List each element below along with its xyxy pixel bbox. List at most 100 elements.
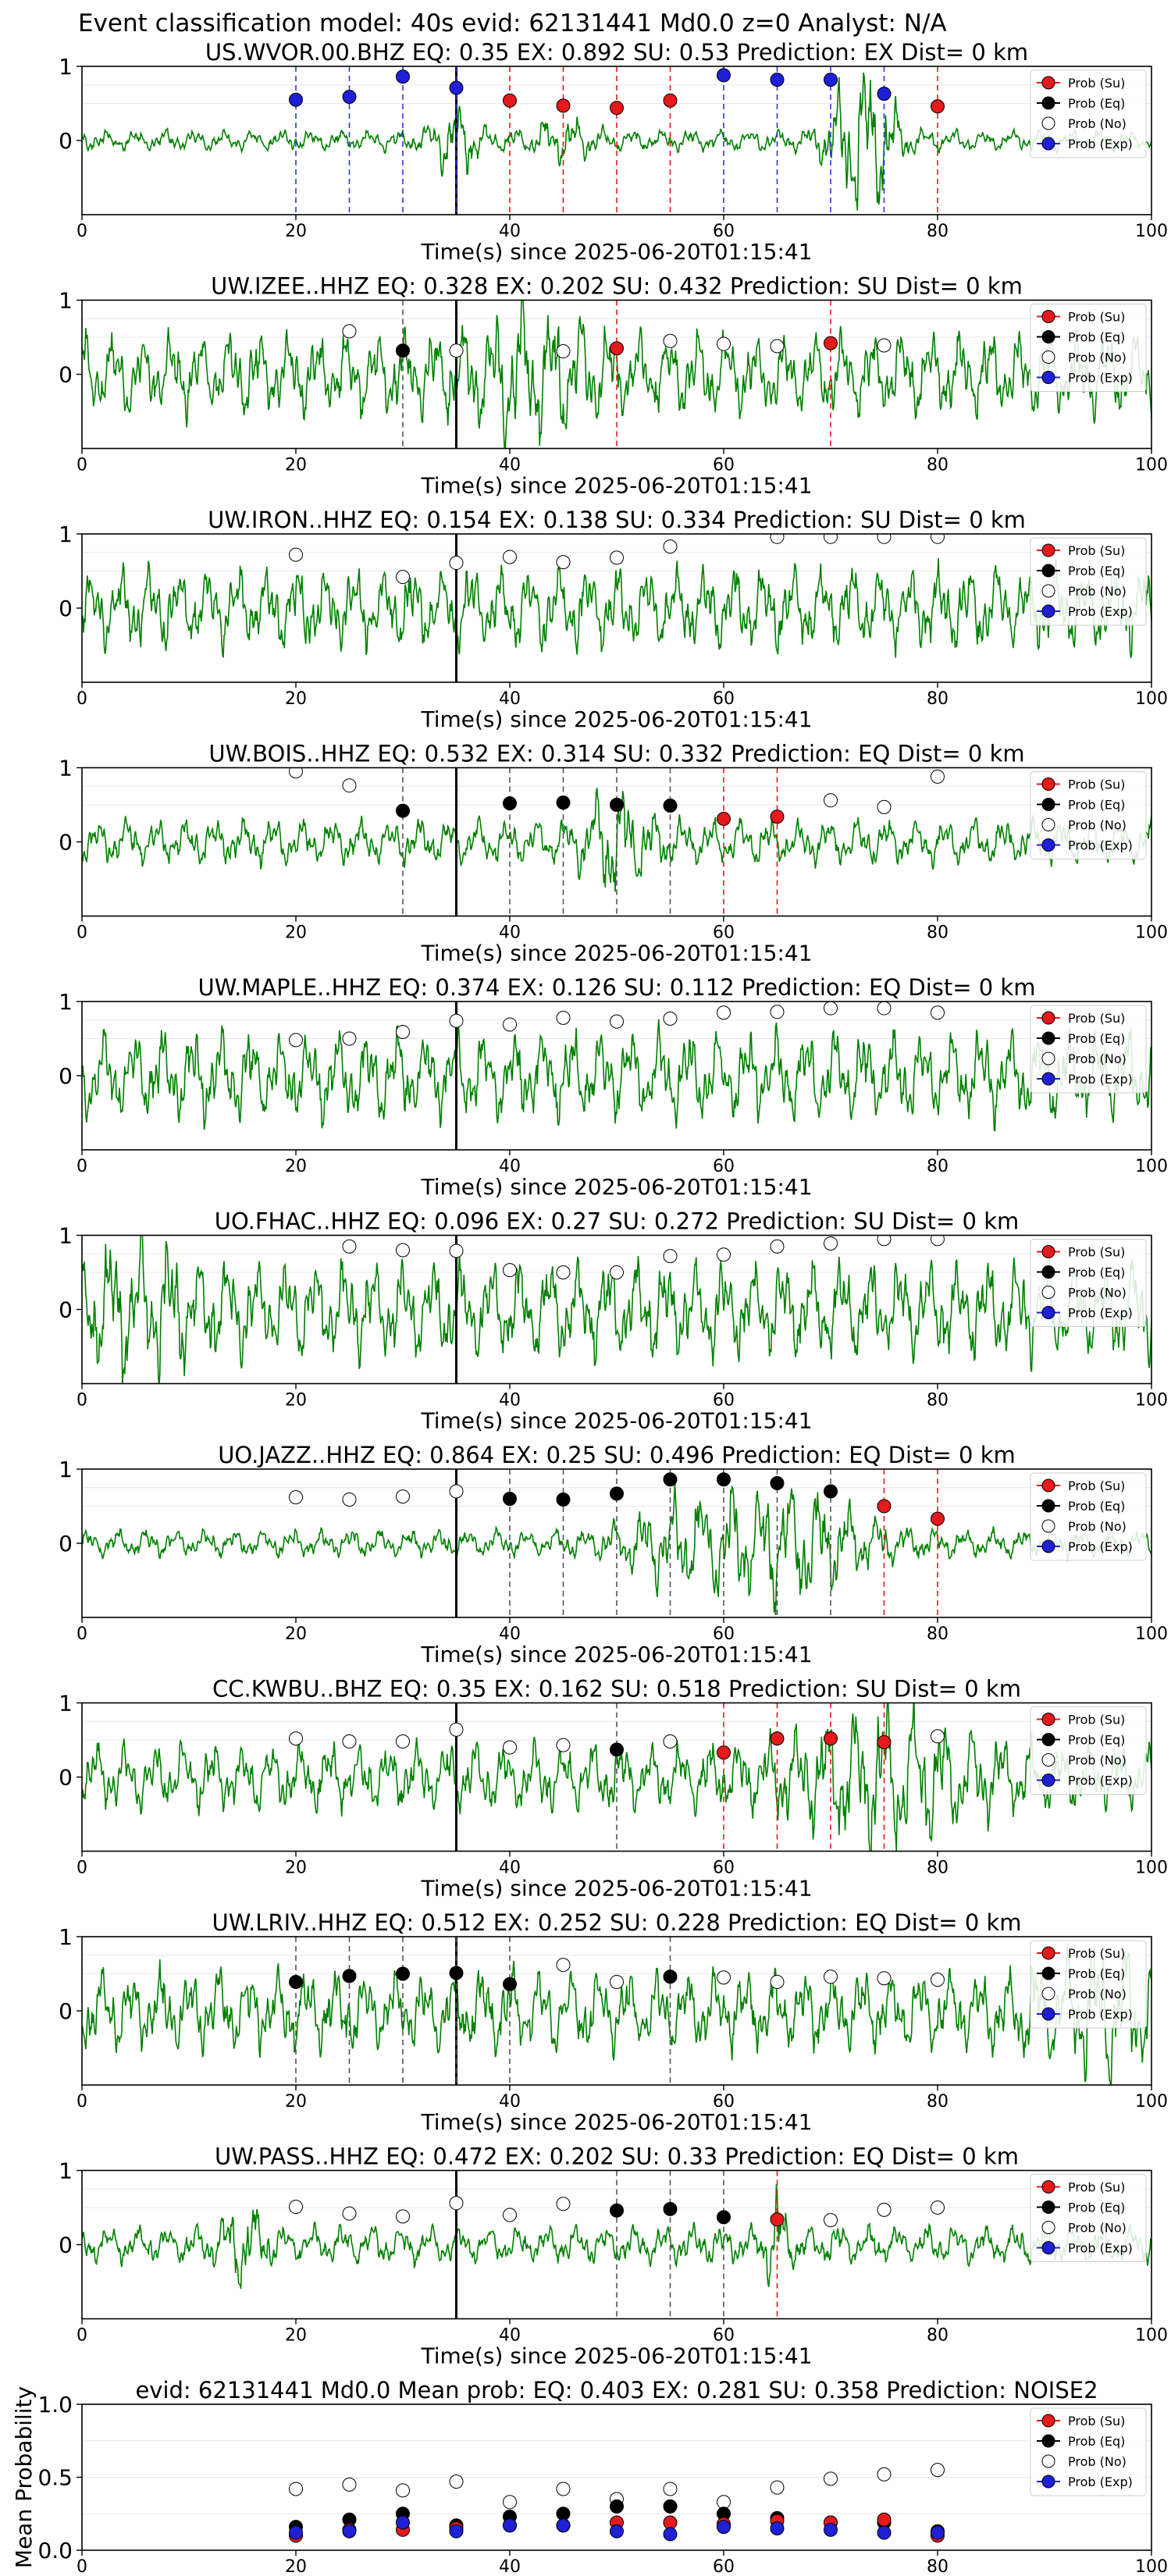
prob-point — [824, 336, 838, 350]
prob-point — [556, 795, 571, 810]
plot-area — [82, 300, 1151, 449]
y-tick-label: 0 — [59, 830, 73, 856]
waveform-trace — [82, 1019, 1151, 1132]
prob-point — [610, 101, 624, 116]
prob-point — [503, 93, 517, 108]
x-tick-label: 100 — [1135, 689, 1168, 709]
x-tick-label: 80 — [927, 2092, 949, 2112]
prob-point — [503, 550, 517, 564]
x-tick-label: 60 — [713, 456, 735, 475]
prob-point — [663, 1734, 678, 1749]
chart-title: UO.JAZZ..HHZ EQ: 0.864 EX: 0.25 SU: 0.49… — [218, 1442, 1016, 1468]
legend-label: Prob (No) — [1068, 1987, 1127, 2001]
legend-label: Prob (No) — [1068, 2221, 1127, 2236]
prob-point — [556, 1958, 571, 1973]
legend-label: Prob (No) — [1068, 350, 1127, 365]
legend-label: Prob (Eq) — [1068, 1966, 1125, 1981]
y-tick-label: 0 — [59, 1297, 73, 1323]
prob-point — [663, 333, 678, 348]
legend-marker — [1041, 2454, 1055, 2468]
legend-label: Prob (Exp) — [1068, 1539, 1133, 1554]
plot-area — [82, 767, 1151, 916]
chart-panel: UO.FHAC..HHZ EQ: 0.096 EX: 0.27 SU: 0.27… — [59, 1208, 1168, 1434]
mean-prob-point — [663, 2515, 678, 2530]
x-tick-label: 0 — [77, 2092, 87, 2112]
chart-panel: UW.PASS..HHZ EQ: 0.472 EX: 0.202 SU: 0.3… — [59, 2144, 1168, 2369]
x-axis-label: Time(s) since 2025-06-20T01:15:41 — [420, 1642, 812, 1667]
legend-label: Prob (No) — [1068, 584, 1127, 599]
legend-label: Prob (Su) — [1068, 1946, 1125, 1961]
y-tick-label: 0.5 — [37, 2465, 73, 2491]
chart-panel: UW.IRON..HHZ EQ: 0.154 EX: 0.138 SU: 0.3… — [59, 507, 1168, 732]
y-tick-label: 1 — [59, 1691, 73, 1717]
prob-point — [931, 1005, 945, 1020]
prob-point — [556, 1492, 571, 1507]
prob-point — [931, 2201, 945, 2215]
x-tick-label: 20 — [285, 2092, 307, 2112]
prob-point — [396, 1024, 410, 1039]
prob-point — [717, 1247, 731, 1262]
chart-title: US.WVOR.00.BHZ EQ: 0.35 EX: 0.892 SU: 0.… — [205, 39, 1028, 66]
legend-label: Prob (Exp) — [1068, 137, 1133, 151]
y-tick-label: 0 — [59, 1531, 73, 1557]
legend-label: Prob (Su) — [1068, 1478, 1125, 1493]
x-axis-label: Time(s) since 2025-06-20T01:15:41 — [420, 706, 812, 732]
legend-marker — [1041, 2221, 1055, 2234]
x-tick-label: 20 — [285, 923, 307, 943]
legend-marker — [1041, 1478, 1055, 1493]
waveform-trace — [82, 1943, 1151, 2085]
legend-marker — [1041, 1245, 1055, 1258]
legend-marker — [1041, 350, 1055, 364]
legend-label: Prob (Eq) — [1068, 1499, 1125, 1514]
plot-area — [82, 1235, 1151, 1384]
mean-prob-point — [449, 2475, 464, 2489]
x-tick-label: 20 — [285, 1391, 307, 1411]
x-tick-label: 60 — [713, 1157, 735, 1176]
prob-point — [824, 1002, 838, 1016]
legend-box — [1030, 2407, 1147, 2496]
legend-marker — [1041, 1713, 1055, 1726]
legend-label: Prob (Exp) — [1068, 2241, 1133, 2256]
prob-point — [289, 1974, 303, 1989]
mean-prob-point — [556, 2507, 571, 2521]
prob-point — [877, 1002, 892, 1016]
prob-point — [396, 2209, 410, 2224]
x-tick-label: 100 — [1135, 1157, 1168, 1176]
x-tick-label: 100 — [1135, 1624, 1168, 1644]
prob-point — [610, 1974, 624, 1989]
chart-panel: CC.KWBU..BHZ EQ: 0.35 EX: 0.162 SU: 0.51… — [59, 1676, 1168, 1902]
legend-label: Prob (Exp) — [1068, 2475, 1133, 2489]
x-tick-label: 60 — [713, 222, 735, 241]
prob-point — [396, 1489, 410, 1504]
x-tick-label: 40 — [499, 2092, 521, 2112]
prob-point — [503, 1976, 517, 1991]
mean-prob-point — [931, 2463, 945, 2478]
prob-point — [610, 1014, 624, 1029]
x-axis-label: Time(s) since 2025-06-20T01:15:41 — [420, 2109, 812, 2135]
prob-point — [342, 1239, 357, 1254]
y-tick-label: 0.0 — [37, 2538, 73, 2564]
prob-point — [396, 1243, 410, 1258]
prob-point — [931, 1235, 945, 1247]
legend-marker — [1041, 2201, 1055, 2214]
prob-point — [717, 1472, 731, 1487]
prob-point — [503, 1263, 517, 1278]
x-tick-label: 20 — [285, 2557, 307, 2576]
legend-label: Prob (Eq) — [1068, 96, 1125, 111]
x-tick-label: 80 — [927, 923, 949, 943]
y-tick-label: 1 — [59, 1457, 73, 1482]
waveform-trace — [82, 1482, 1151, 1616]
prob-point — [449, 2196, 464, 2211]
legend-label: Prob (Exp) — [1068, 2007, 1133, 2022]
legend-marker — [1041, 96, 1055, 110]
prob-point — [396, 343, 410, 358]
prob-point — [931, 769, 945, 784]
prob-point — [824, 73, 838, 87]
prob-point — [717, 1005, 731, 1020]
prob-point — [396, 1734, 410, 1749]
x-axis-label: Time(s) since 2025-06-20T01:15:41 — [420, 239, 812, 265]
mean-prob-point — [396, 2483, 410, 2498]
legend-box — [1030, 771, 1147, 859]
y-tick-label: 1 — [59, 288, 73, 314]
